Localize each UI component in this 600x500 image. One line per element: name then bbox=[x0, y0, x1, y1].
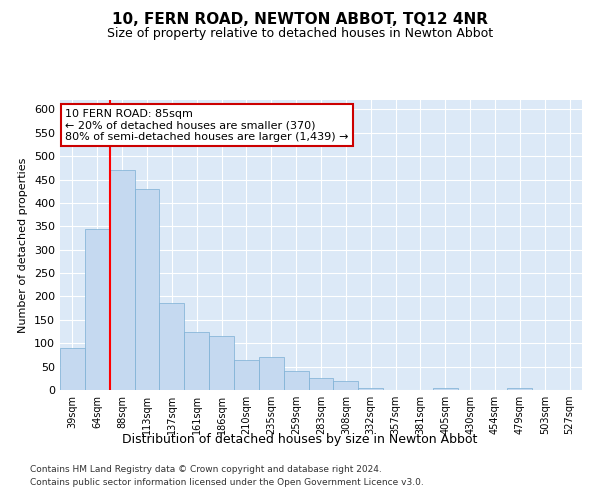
Bar bbox=[334, 380, 358, 390]
Text: Contains HM Land Registry data © Crown copyright and database right 2024.: Contains HM Land Registry data © Crown c… bbox=[30, 466, 382, 474]
Text: Contains public sector information licensed under the Open Government Licence v3: Contains public sector information licen… bbox=[30, 478, 424, 487]
Text: Size of property relative to detached houses in Newton Abbot: Size of property relative to detached ho… bbox=[107, 28, 493, 40]
Bar bbox=[358, 388, 383, 390]
Text: 10, FERN ROAD, NEWTON ABBOT, TQ12 4NR: 10, FERN ROAD, NEWTON ABBOT, TQ12 4NR bbox=[112, 12, 488, 28]
Bar bbox=[308, 378, 334, 390]
Bar bbox=[60, 348, 85, 390]
Bar bbox=[85, 228, 110, 390]
Text: 10 FERN ROAD: 85sqm
← 20% of detached houses are smaller (370)
80% of semi-detac: 10 FERN ROAD: 85sqm ← 20% of detached ho… bbox=[65, 108, 349, 142]
Bar bbox=[160, 304, 184, 390]
Bar bbox=[433, 388, 458, 390]
Bar bbox=[508, 388, 532, 390]
Text: Distribution of detached houses by size in Newton Abbot: Distribution of detached houses by size … bbox=[122, 432, 478, 446]
Bar bbox=[184, 332, 209, 390]
Bar bbox=[259, 358, 284, 390]
Bar bbox=[234, 360, 259, 390]
Bar bbox=[209, 336, 234, 390]
Bar bbox=[134, 189, 160, 390]
Bar bbox=[110, 170, 134, 390]
Y-axis label: Number of detached properties: Number of detached properties bbox=[19, 158, 28, 332]
Bar bbox=[284, 372, 308, 390]
